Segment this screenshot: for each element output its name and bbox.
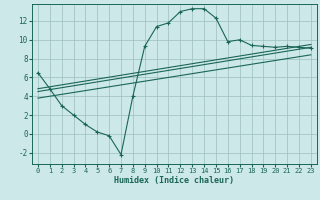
X-axis label: Humidex (Indice chaleur): Humidex (Indice chaleur)	[115, 176, 234, 185]
